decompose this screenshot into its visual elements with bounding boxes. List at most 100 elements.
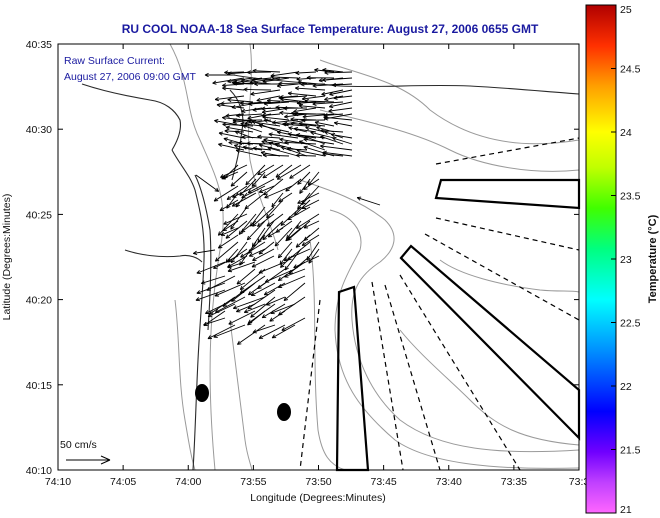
current-vector	[246, 220, 266, 241]
current-vector	[252, 68, 281, 73]
current-vector	[222, 220, 239, 232]
x-tick-label: 73:45	[370, 476, 396, 488]
current-vector	[284, 248, 302, 271]
annotation-line-1: Raw Surface Current:	[64, 55, 165, 67]
colorbar-tick-label: 22	[620, 381, 632, 393]
current-vector	[287, 132, 317, 139]
current-vector	[225, 220, 248, 239]
colorbar-tick-label: 25	[620, 4, 632, 16]
current-vector	[226, 185, 248, 200]
current-vector	[220, 101, 245, 106]
current-vector	[235, 148, 263, 157]
current-vector	[262, 153, 290, 158]
current-vector	[203, 317, 226, 326]
bathymetry-contours	[169, 44, 579, 470]
current-vector	[283, 282, 306, 301]
current-vector	[271, 324, 296, 339]
current-vector	[212, 77, 245, 85]
current-vector	[258, 324, 286, 339]
current-vector	[277, 241, 293, 259]
current-vector	[250, 296, 276, 318]
current-vector	[258, 123, 290, 133]
y-tick-label: 40:10	[26, 465, 52, 477]
current-vector	[289, 164, 311, 179]
current-vector	[297, 80, 317, 85]
current-vector	[268, 132, 299, 139]
current-vector	[225, 125, 254, 133]
current-vector	[237, 324, 266, 345]
current-vector	[303, 137, 335, 145]
current-vector	[240, 220, 257, 233]
current-vector	[298, 140, 326, 151]
current-vector	[231, 192, 257, 207]
current-vector	[300, 82, 326, 87]
range-line	[435, 137, 580, 165]
current-vector	[310, 131, 335, 139]
current-vector	[301, 95, 326, 101]
current-vector	[248, 248, 266, 257]
annotation-line-2: August 27, 2006 09:00 GMT	[64, 71, 197, 83]
current-vector	[271, 192, 284, 208]
colorbar-tick-label: 24	[620, 127, 632, 139]
current-vector	[257, 134, 281, 139]
current-vector	[236, 268, 256, 285]
current-vector	[322, 150, 353, 157]
current-vector	[332, 136, 353, 145]
current-vector	[195, 174, 220, 192]
current-vector	[263, 118, 290, 127]
current-vector	[240, 101, 272, 106]
current-vector	[333, 95, 353, 100]
current-vector	[284, 140, 317, 145]
y-tick-label: 40:35	[26, 39, 52, 51]
current-vector	[245, 164, 266, 186]
current-vector	[295, 86, 326, 91]
current-vector	[263, 101, 290, 106]
contour-line	[229, 319, 253, 470]
current-vector	[323, 115, 353, 121]
x-tick-label: 74:00	[175, 476, 201, 488]
y-axis: 40:35 40:30 40:25 40:20 40:15 40:10	[26, 39, 579, 477]
current-vector	[262, 115, 290, 121]
current-vector	[227, 261, 256, 273]
colorbar-tick-label: 22.5	[620, 318, 641, 330]
current-vector	[232, 296, 266, 310]
current-vector	[324, 70, 353, 75]
current-vector	[196, 282, 226, 295]
current-vector	[312, 83, 344, 88]
current-vector	[266, 199, 284, 219]
current-vector	[262, 164, 284, 179]
current-vector	[296, 132, 326, 139]
current-vector	[265, 296, 286, 306]
current-vector	[243, 303, 266, 314]
coastline-nj	[171, 149, 205, 470]
current-vector	[217, 213, 239, 236]
current-vector	[239, 268, 266, 291]
current-vector	[295, 213, 320, 229]
current-vector	[280, 97, 308, 103]
current-vector	[298, 121, 326, 127]
current-vector	[225, 113, 245, 118]
current-vector	[227, 97, 254, 103]
current-vector	[193, 249, 216, 256]
current-vector	[251, 255, 275, 268]
current-vector	[222, 115, 245, 121]
current-vector	[274, 227, 293, 247]
current-vector	[241, 134, 263, 140]
coastline	[81, 74, 579, 470]
current-vector	[214, 95, 245, 102]
current-vector	[230, 171, 248, 187]
current-vector	[224, 70, 245, 75]
x-tick-label: 73:3	[569, 476, 590, 488]
current-vector	[205, 303, 226, 314]
x-tick-label: 73:35	[501, 476, 527, 488]
current-vector	[303, 178, 320, 190]
y-tick-label: 40:25	[26, 209, 52, 221]
current-vector	[296, 76, 317, 82]
current-vector	[267, 98, 299, 103]
current-vector	[264, 185, 293, 199]
current-vector	[252, 248, 275, 261]
current-vector	[298, 103, 326, 109]
current-vector	[227, 77, 254, 84]
current-vector	[207, 303, 236, 318]
colorbar-tick-label: 24.5	[620, 64, 641, 76]
